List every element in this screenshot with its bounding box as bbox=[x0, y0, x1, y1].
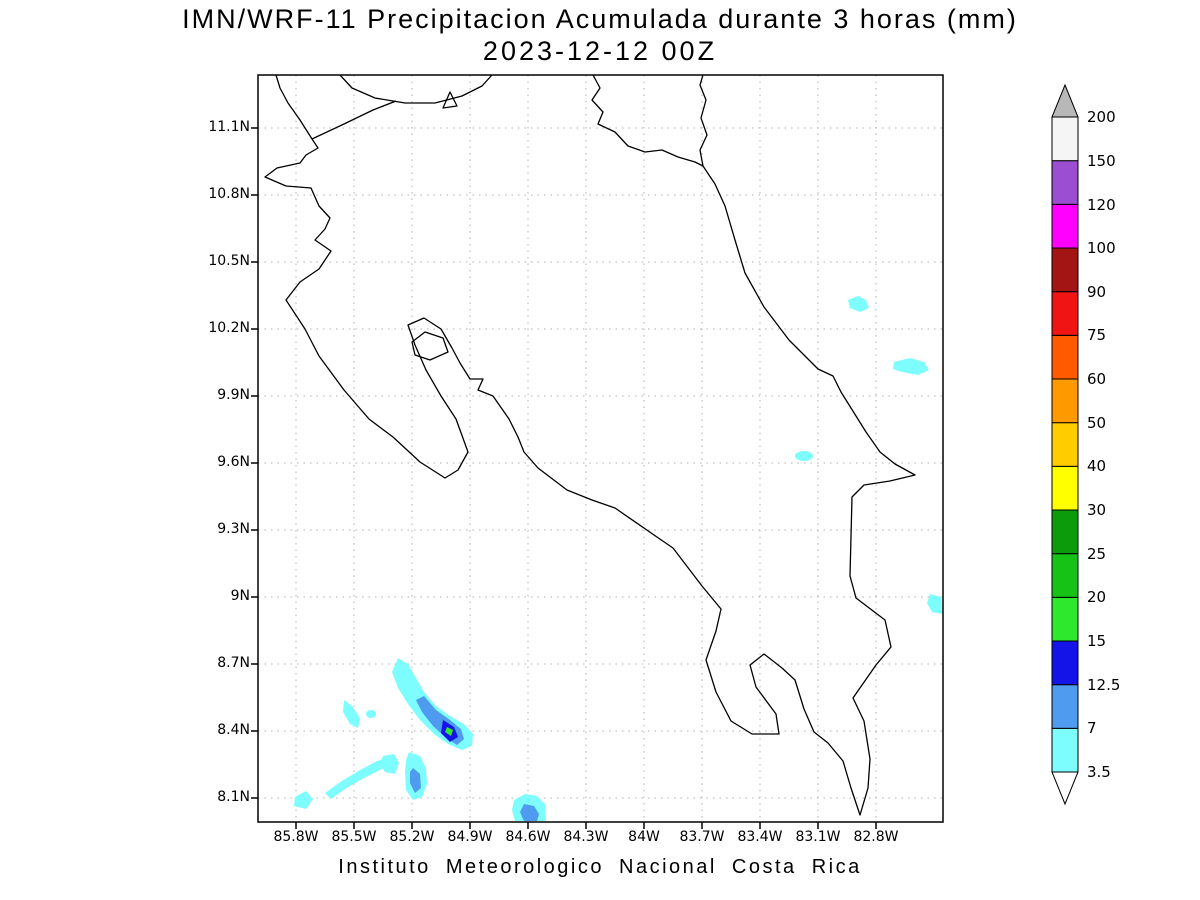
colorbar-arrow-below bbox=[1051, 771, 1079, 806]
precip-area-west-streak bbox=[343, 700, 360, 728]
colorbar-segment bbox=[1051, 640, 1079, 686]
nicaragua-caribbean-coast bbox=[699, 75, 708, 167]
lat-tick-label: 10.5N bbox=[208, 253, 250, 269]
colorbar-segment bbox=[1051, 465, 1079, 511]
colorbar-segment bbox=[1051, 334, 1079, 380]
colorbar-segment bbox=[1051, 203, 1079, 249]
nicaragua-border-line bbox=[311, 100, 397, 140]
colorbar-segment bbox=[1051, 509, 1079, 555]
lat-tick-label: 9.9N bbox=[217, 387, 250, 403]
coastlines bbox=[264, 75, 916, 816]
precip-area-caribbean-dot1 bbox=[795, 451, 813, 461]
lon-tick-label: 83.1W bbox=[795, 829, 841, 845]
lat-tick-label: 9N bbox=[230, 588, 250, 604]
lat-tick-label: 10.2N bbox=[208, 320, 250, 336]
colorbar-tick-label: 50 bbox=[1087, 414, 1107, 432]
lat-tick-label: 9.3N bbox=[217, 521, 250, 537]
precip-area-diagonal-small bbox=[294, 791, 313, 809]
plot-frame bbox=[257, 74, 944, 823]
colorbar-segment bbox=[1051, 422, 1079, 467]
institute-caption: Instituto Meteorologico Nacional Costa R… bbox=[338, 856, 862, 878]
colorbar-segment bbox=[1051, 378, 1079, 424]
lat-tick-label: 9.6N bbox=[217, 454, 250, 470]
lon-tick-label: 83.7W bbox=[679, 829, 725, 845]
precip-area-east-edge-dot bbox=[927, 594, 942, 614]
colorbar-segments bbox=[1051, 116, 1079, 773]
colorbar-tick-label: 7 bbox=[1087, 719, 1097, 737]
colorbar-tick-label: 20 bbox=[1087, 588, 1107, 606]
colorbar-tick-label: 15 bbox=[1087, 632, 1107, 650]
colorbar-tick-label: 25 bbox=[1087, 545, 1107, 563]
colorbar-tick-label: 40 bbox=[1087, 457, 1107, 475]
colorbar-tick-label: 75 bbox=[1087, 326, 1107, 344]
san-juan-river-border bbox=[591, 75, 704, 167]
precip-area-main-peak bbox=[445, 727, 453, 736]
colorbar-segment bbox=[1051, 553, 1079, 598]
colorbar-tick-label: 90 bbox=[1087, 283, 1107, 301]
lat-tick-label: 8.7N bbox=[217, 655, 250, 671]
precipitation-shading bbox=[294, 296, 942, 821]
lat-tick-label: 8.4N bbox=[217, 722, 250, 738]
colorbar-segment bbox=[1051, 727, 1079, 773]
colorbar-segment bbox=[1051, 596, 1079, 642]
lon-tick-label: 84W bbox=[628, 829, 660, 845]
lake-nicaragua-shore bbox=[339, 75, 493, 104]
lat-tick-label: 11.1N bbox=[208, 119, 250, 135]
precip-area-caribbean-streak bbox=[893, 358, 929, 375]
colorbar-tick-label: 30 bbox=[1087, 501, 1107, 519]
lon-tick-label: 85.5W bbox=[331, 829, 377, 845]
colorbar-tick-label: 100 bbox=[1087, 239, 1116, 257]
colorbar-tick-label: 120 bbox=[1087, 196, 1116, 214]
lat-tick-label: 8.1N bbox=[217, 789, 250, 805]
precip-area-south-edge-core bbox=[520, 804, 539, 821]
lon-tick-label: 84.3W bbox=[563, 829, 609, 845]
colorbar-tick-label: 150 bbox=[1087, 152, 1116, 170]
colorbar-tick-label: 3.5 bbox=[1087, 763, 1111, 781]
colorbar-segment bbox=[1051, 160, 1079, 205]
precip-area-caribbean-dot2 bbox=[848, 296, 869, 312]
lake-island bbox=[442, 91, 458, 109]
chira-island bbox=[411, 331, 449, 361]
colorbar-segment bbox=[1051, 291, 1079, 336]
colorbar-tick-label: 12.5 bbox=[1087, 676, 1121, 694]
colorbar-segment bbox=[1051, 247, 1079, 293]
nicaragua-pacific-coast bbox=[275, 75, 313, 140]
grid-lines bbox=[258, 75, 943, 822]
colorbar-tick-label: 60 bbox=[1087, 370, 1107, 388]
lat-tick-label: 10.8N bbox=[208, 186, 250, 202]
colorbar bbox=[1051, 83, 1079, 806]
lon-tick-label: 82.8W bbox=[853, 829, 899, 845]
lon-tick-label: 84.9W bbox=[447, 829, 493, 845]
lon-tick-label: 83.4W bbox=[737, 829, 783, 845]
lon-tick-label: 84.6W bbox=[505, 829, 551, 845]
colorbar-arrow-above bbox=[1051, 83, 1079, 118]
colorbar-tick-label: 200 bbox=[1087, 108, 1116, 126]
axis-ticks bbox=[251, 127, 877, 829]
precip-area-vertical-core bbox=[410, 768, 421, 793]
coastline-costa-rica bbox=[264, 138, 916, 816]
lon-tick-label: 85.8W bbox=[273, 829, 319, 845]
plot-subtitle: 2023-12-12 00Z bbox=[482, 36, 718, 66]
colorbar-segment bbox=[1051, 684, 1079, 729]
colorbar-segment bbox=[1051, 116, 1079, 162]
precip-area-diagonal-band bbox=[325, 757, 394, 799]
plot-title: IMN/WRF-11 Precipitacion Acumulada duran… bbox=[182, 4, 1018, 34]
lon-tick-label: 85.2W bbox=[389, 829, 435, 845]
precip-area-west-dot bbox=[366, 710, 376, 718]
